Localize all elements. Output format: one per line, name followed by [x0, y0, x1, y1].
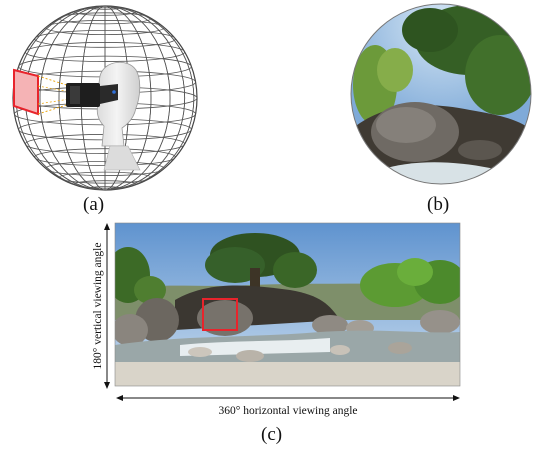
panel-b-fisheye-image: [350, 3, 532, 185]
vertical-extent-arrow: [104, 223, 110, 389]
horizontal-extent-arrow: [116, 395, 460, 401]
sphere-longitude-line: [39, 6, 171, 190]
horizontal-axis-label: 360° horizontal viewing angle: [218, 405, 357, 417]
panorama-viewport-box: [202, 298, 238, 331]
vr-headset-head-icon: [66, 62, 141, 171]
panel-c-panorama-image: [114, 222, 461, 387]
sphere-longitude-line: [58, 6, 152, 190]
vertical-axis-label: 180° vertical viewing angle: [92, 243, 104, 370]
caption-a: (a): [83, 194, 105, 215]
caption-c: (c): [261, 424, 283, 445]
caption-b: (b): [427, 194, 450, 215]
panel-a: [12, 5, 198, 191]
